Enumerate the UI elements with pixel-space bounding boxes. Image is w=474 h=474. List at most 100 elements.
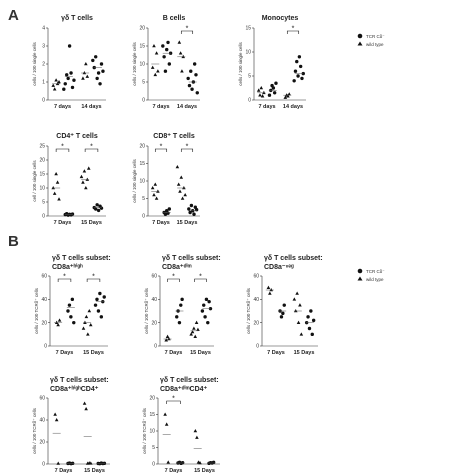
data-point-triangle xyxy=(150,65,155,69)
data-point-circle xyxy=(296,74,300,78)
chart-title: γδ T cells subset: xyxy=(160,377,219,384)
data-point-circle xyxy=(72,320,76,325)
y-tick-label: 0 xyxy=(142,98,145,104)
y-tick-label: 20 xyxy=(139,144,145,150)
y-tick-label: 0 xyxy=(42,98,45,104)
significance-bracket xyxy=(55,148,70,152)
data-point-triangle xyxy=(79,174,84,179)
data-point-circle xyxy=(310,332,314,337)
chart-cd8a-dim-cd4: γδ T cells subset:CD8a⁺ᵈⁱᵐCD4⁺ 0 5 10 15 20ce… xyxy=(142,377,220,474)
y-tick-label: 60 xyxy=(41,274,47,280)
data-point-circle xyxy=(94,55,98,59)
data-point-circle xyxy=(165,47,169,52)
y-tick-label: 20 xyxy=(39,440,45,446)
data-point-circle xyxy=(190,87,194,91)
chart-title: γδ T cells xyxy=(61,15,93,22)
data-point-triangle xyxy=(88,461,93,465)
significance-bracket xyxy=(180,30,194,34)
x-tick-label: 7 days xyxy=(54,104,71,110)
chart-title: γδ T cells subset: xyxy=(52,255,111,262)
data-point-circle xyxy=(72,78,76,82)
data-point-circle xyxy=(65,73,69,77)
chart-title: γδ T cells subset: xyxy=(264,255,323,262)
data-point-triangle xyxy=(57,80,61,84)
panel-label-a: A xyxy=(8,7,19,24)
x-tick-label: 7 days xyxy=(258,104,275,110)
y-tick-label: 0 xyxy=(248,98,251,104)
chart-title: γδ T cells subset: xyxy=(162,255,221,262)
data-point-circle xyxy=(96,208,101,213)
significance-bracket xyxy=(286,30,300,34)
y-tick-label: 10 xyxy=(139,179,145,185)
significance-star: * xyxy=(90,144,93,151)
data-point-circle xyxy=(208,306,213,311)
significance-star: * xyxy=(292,26,295,33)
significance-star: * xyxy=(160,144,163,151)
data-point-triangle xyxy=(84,186,88,190)
data-point-circle xyxy=(99,206,104,210)
significance-star: * xyxy=(199,274,202,281)
data-point-circle xyxy=(203,315,207,319)
y-tick-label: 4 xyxy=(42,26,45,32)
data-point-triangle xyxy=(181,54,186,59)
data-point-circle xyxy=(274,81,278,85)
data-point-circle xyxy=(295,59,299,64)
y-tick-label: 15 xyxy=(39,172,45,178)
chart-title: CD8⁺ T cells xyxy=(153,133,195,140)
x-tick-label: 15 Days xyxy=(194,468,215,474)
data-point-triangle xyxy=(193,429,198,433)
y-tick-label: 5 xyxy=(248,74,251,80)
data-point-circle xyxy=(93,303,98,307)
data-point-triangle xyxy=(85,74,90,78)
y-tick-label: 40 xyxy=(151,297,157,303)
data-point-circle xyxy=(300,76,304,81)
data-point-circle xyxy=(298,64,303,69)
data-point-triangle xyxy=(262,90,266,95)
data-point-circle xyxy=(96,71,101,75)
legend-top: TCR Cδ⁻ wild type xyxy=(357,33,385,47)
data-point-triangle xyxy=(167,337,171,341)
data-point-triangle xyxy=(176,182,181,186)
data-point-triangle xyxy=(88,323,93,327)
legend-label-wt: wild type xyxy=(366,42,384,47)
x-tick-label: 15 Days xyxy=(294,350,315,356)
data-point-circle xyxy=(95,203,99,207)
y-axis-label: cells / 100 single cells xyxy=(238,41,243,85)
x-tick-label: 15 Days xyxy=(84,468,105,474)
y-tick-label: 25 xyxy=(39,144,45,150)
data-point-triangle xyxy=(153,72,158,77)
data-point-circle xyxy=(189,69,193,73)
x-tick-label: 15 Days xyxy=(83,350,104,356)
data-point-circle xyxy=(162,55,166,59)
data-point-triangle xyxy=(154,51,159,55)
chart-cd8a-high: γδ T cells subset:CD8a⁺ʰⁱᵍʰ 0 20 40 60 cells … xyxy=(34,255,111,356)
data-point-triangle xyxy=(182,186,186,190)
y-tick-label: 0 xyxy=(142,214,145,220)
y-axis-label: cells / 100 TCRδ⁺ cells xyxy=(246,287,251,334)
y-tick-label: 10 xyxy=(39,186,45,192)
data-point-circle xyxy=(163,212,168,216)
panel-label-b: B xyxy=(8,233,19,250)
data-point-circle xyxy=(167,62,172,66)
y-tick-label: 10 xyxy=(149,429,155,435)
x-tick-label: 7 Days xyxy=(55,468,73,474)
data-point-circle xyxy=(281,311,285,316)
y-axis-label: cells / 100 TCRδ⁺ cells xyxy=(32,407,37,454)
data-point-triangle xyxy=(87,309,92,313)
x-tick-label: 14 days xyxy=(177,104,197,110)
data-point-triangle xyxy=(189,332,193,336)
data-point-triangle xyxy=(81,180,85,184)
chart-subtitle: CD8a⁺ʰⁱᵍʰCD4⁺ xyxy=(50,384,99,393)
data-point-triangle xyxy=(286,94,290,98)
data-point-triangle xyxy=(81,76,85,80)
data-point-circle xyxy=(301,71,305,76)
y-axis-label: cells / 100 TCRδ⁺ cells xyxy=(142,407,147,454)
legend-triangle-marker xyxy=(357,41,363,46)
data-point-triangle xyxy=(84,314,89,319)
data-point-triangle xyxy=(164,338,169,342)
chart-gd-t-cells: γδ T cells 0 1 2 3 4 cells / 100 single cells 7… xyxy=(32,15,106,110)
chart-title: B cells xyxy=(163,15,186,22)
data-point-circle xyxy=(179,303,183,307)
data-point-triangle xyxy=(85,177,90,181)
data-point-circle xyxy=(99,62,104,66)
